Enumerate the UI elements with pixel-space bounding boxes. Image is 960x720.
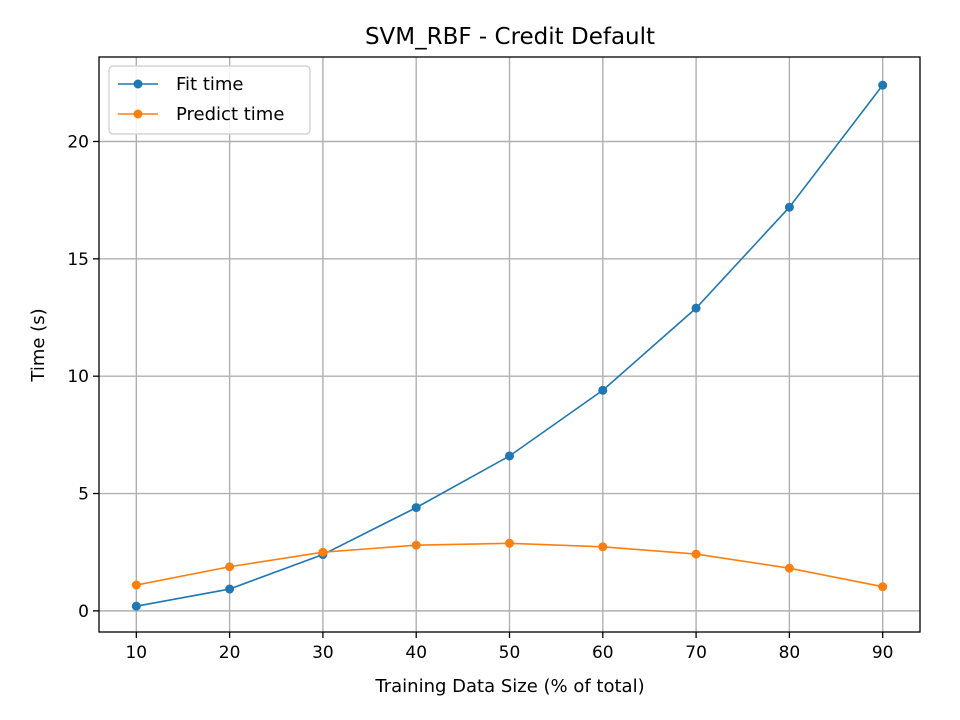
fit-time-point (225, 584, 235, 594)
x-tick-label: 90 (872, 643, 894, 663)
legend: Fit time Predict time (108, 65, 311, 135)
axis-ticks: 10 20 30 40 50 60 70 80 90 0 5 10 15 20 (67, 132, 893, 663)
x-axis-label: Training Data Size (% of total) (374, 676, 644, 697)
fit-time-point (505, 451, 514, 461)
chart-title: SVM_RBF - Credit Default (365, 24, 655, 50)
fit-time-legend-label: Fit time (176, 74, 244, 95)
predict-time-point (318, 547, 328, 557)
y-tick-label: 15 (67, 250, 89, 270)
predict-time-point (411, 540, 421, 550)
y-axis-label: Time (s) (28, 308, 49, 382)
fit-time-point (131, 601, 141, 611)
fit-time-legend-marker (133, 79, 143, 89)
fit-time-point (878, 80, 888, 90)
series-layer (131, 80, 888, 611)
legend-box (108, 65, 311, 135)
x-tick-label: 30 (312, 643, 334, 663)
predict-time-point (505, 538, 514, 548)
x-tick-label: 10 (125, 643, 147, 663)
predict-time-point (878, 582, 888, 592)
plot-frame (98, 56, 921, 633)
fit-time-point (784, 202, 794, 212)
fit-time-point (691, 303, 701, 313)
predict-time-point (131, 580, 141, 590)
predict-time-point (784, 563, 794, 573)
x-tick-label: 70 (685, 643, 707, 663)
x-tick-label: 60 (592, 643, 614, 663)
x-tick-label: 80 (779, 643, 801, 663)
grid (99, 57, 920, 632)
x-tick-label: 20 (219, 643, 241, 663)
y-tick-label: 5 (78, 485, 89, 505)
predict-time-legend-marker (133, 109, 143, 119)
y-tick-label: 0 (78, 602, 89, 622)
predict-time-point (598, 542, 608, 552)
predict-time-legend-label: Predict time (176, 104, 284, 125)
predict-time-point (225, 562, 235, 572)
y-tick-label: 20 (67, 132, 89, 152)
predict-time-point (691, 549, 701, 559)
x-tick-label: 50 (499, 643, 521, 663)
y-tick-label: 10 (67, 367, 89, 387)
x-tick-label: 40 (405, 643, 427, 663)
fit-time-point (411, 503, 421, 513)
fit-time-point (598, 385, 608, 395)
